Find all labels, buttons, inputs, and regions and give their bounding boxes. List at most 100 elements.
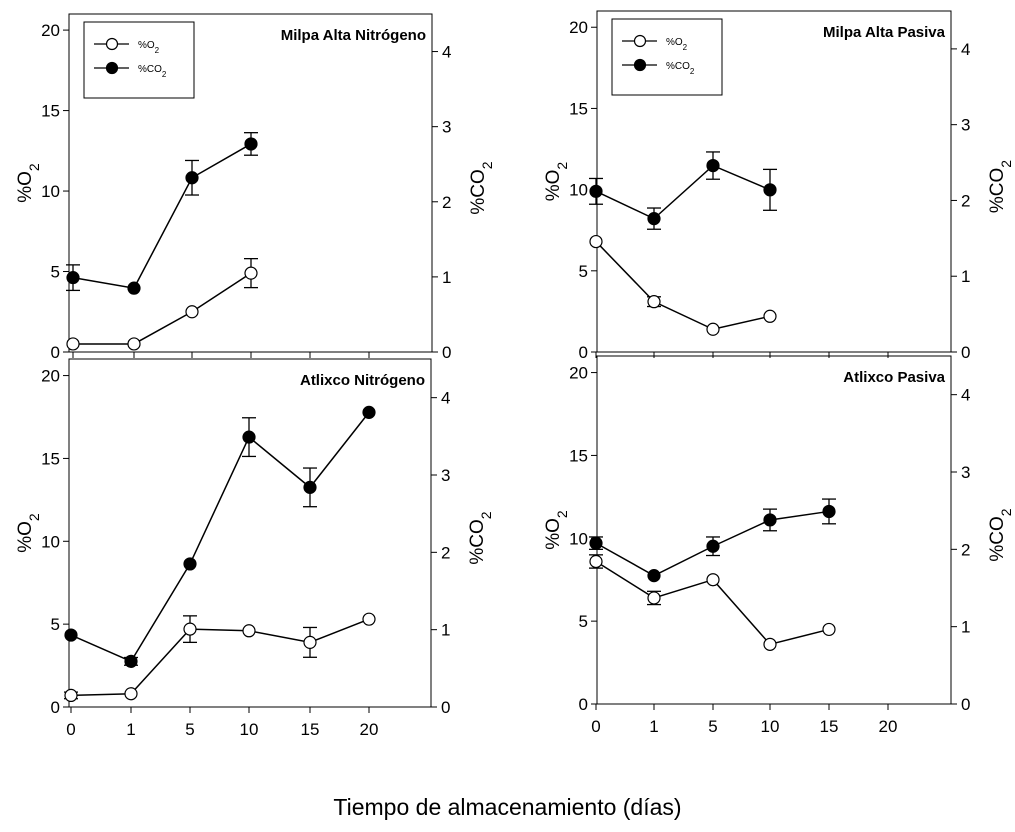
data-point [184,558,196,570]
y-tick-label: 5 [579,612,588,631]
data-point [363,406,375,418]
data-point [764,184,776,196]
series-line [71,619,369,695]
data-point [65,689,77,701]
data-point [304,636,316,648]
panel-title: Milpa Alta Nitrógeno [281,27,426,44]
y-tick-label: 5 [51,263,60,282]
data-point [243,625,255,637]
x-tick-label: 10 [240,720,259,739]
x-tick-label: 20 [360,720,379,739]
y-tick-label: 15 [41,102,60,121]
data-point [186,306,198,318]
data-point [590,236,602,248]
data-point [184,623,196,635]
y-tick-label: 0 [51,698,60,717]
y2-tick-label: 4 [961,40,970,59]
series-line [596,166,770,219]
y2-tick-label: 0 [961,343,970,362]
data-point [128,338,140,350]
y2-tick-label: 2 [961,540,970,559]
data-point [186,172,198,184]
series-line [596,242,770,330]
data-point [764,514,776,526]
plot-frame [69,359,431,707]
y2-tick-label: 1 [442,268,451,287]
data-point [590,185,602,197]
y-tick-label: 20 [41,21,60,40]
panel-title: Milpa Alta Pasiva [823,24,946,41]
y2-tick-label: 3 [961,116,970,135]
data-point [65,629,77,641]
y2-tick-label: 1 [961,267,970,286]
x-tick-label: 1 [126,720,135,739]
y-tick-label: 10 [569,181,588,200]
y-tick-label: 20 [41,367,60,386]
series-line [73,144,251,288]
y2-axis-title: %CO2 [468,161,495,214]
y2-tick-label: 2 [442,193,451,212]
y-tick-label: 15 [569,446,588,465]
x-tick-label: 5 [708,717,717,736]
data-point [648,592,660,604]
y2-tick-label: 0 [961,695,970,714]
y2-axis-title: %CO2 [987,160,1014,213]
data-point [245,267,257,279]
data-point [648,570,660,582]
y-axis-title: %O2 [543,510,570,550]
data-point [648,296,660,308]
legend-marker [635,60,646,71]
y2-axis-title: %CO2 [987,508,1014,561]
y2-tick-label: 0 [441,698,450,717]
y-tick-label: 0 [579,695,588,714]
data-point [823,623,835,635]
data-point [128,282,140,294]
legend-marker [107,63,118,74]
x-tick-label: 15 [820,717,839,736]
y-axis-title: %O2 [15,513,42,553]
y-axis-title: %O2 [543,162,570,202]
data-point [125,655,137,667]
data-point [764,310,776,322]
x-tick-label: 10 [761,717,780,736]
y2-axis-title: %CO2 [467,511,494,564]
y-tick-label: 10 [41,532,60,551]
data-point [125,688,137,700]
series-line [73,273,251,344]
plot-frame [597,356,951,704]
panel-2: 0510152001234Milpa Alta Pasiva [569,11,970,362]
x-tick-label: 0 [66,720,75,739]
data-point [67,272,79,284]
y-tick-label: 0 [51,343,60,362]
x-tick-label: 0 [591,717,600,736]
data-point [707,540,719,552]
legend-box [612,19,722,95]
y-tick-label: 15 [569,99,588,118]
y2-tick-label: 4 [442,43,451,62]
y2-tick-label: 1 [961,618,970,637]
legend-box [84,22,194,98]
y-tick-label: 5 [51,615,60,634]
data-point [67,338,79,350]
x-tick-label: 1 [649,717,658,736]
data-point [590,537,602,549]
x-tick-label: 5 [185,720,194,739]
y2-tick-label: 0 [442,343,451,362]
y2-tick-label: 4 [961,386,970,405]
y2-tick-label: 4 [441,389,450,408]
series-line [71,412,369,661]
legend-marker [107,39,118,50]
data-point [243,431,255,443]
y-tick-label: 15 [41,449,60,468]
data-point [764,638,776,650]
y-tick-label: 0 [579,343,588,362]
y-tick-label: 10 [41,182,60,201]
y2-tick-label: 2 [961,191,970,210]
data-point [304,481,316,493]
panel-1: 0 5 10 15 20 0 1 2 3 4 Milpa Alta Nitrógeno [41,14,451,362]
data-point [707,323,719,335]
y2-tick-label: 3 [442,118,451,137]
